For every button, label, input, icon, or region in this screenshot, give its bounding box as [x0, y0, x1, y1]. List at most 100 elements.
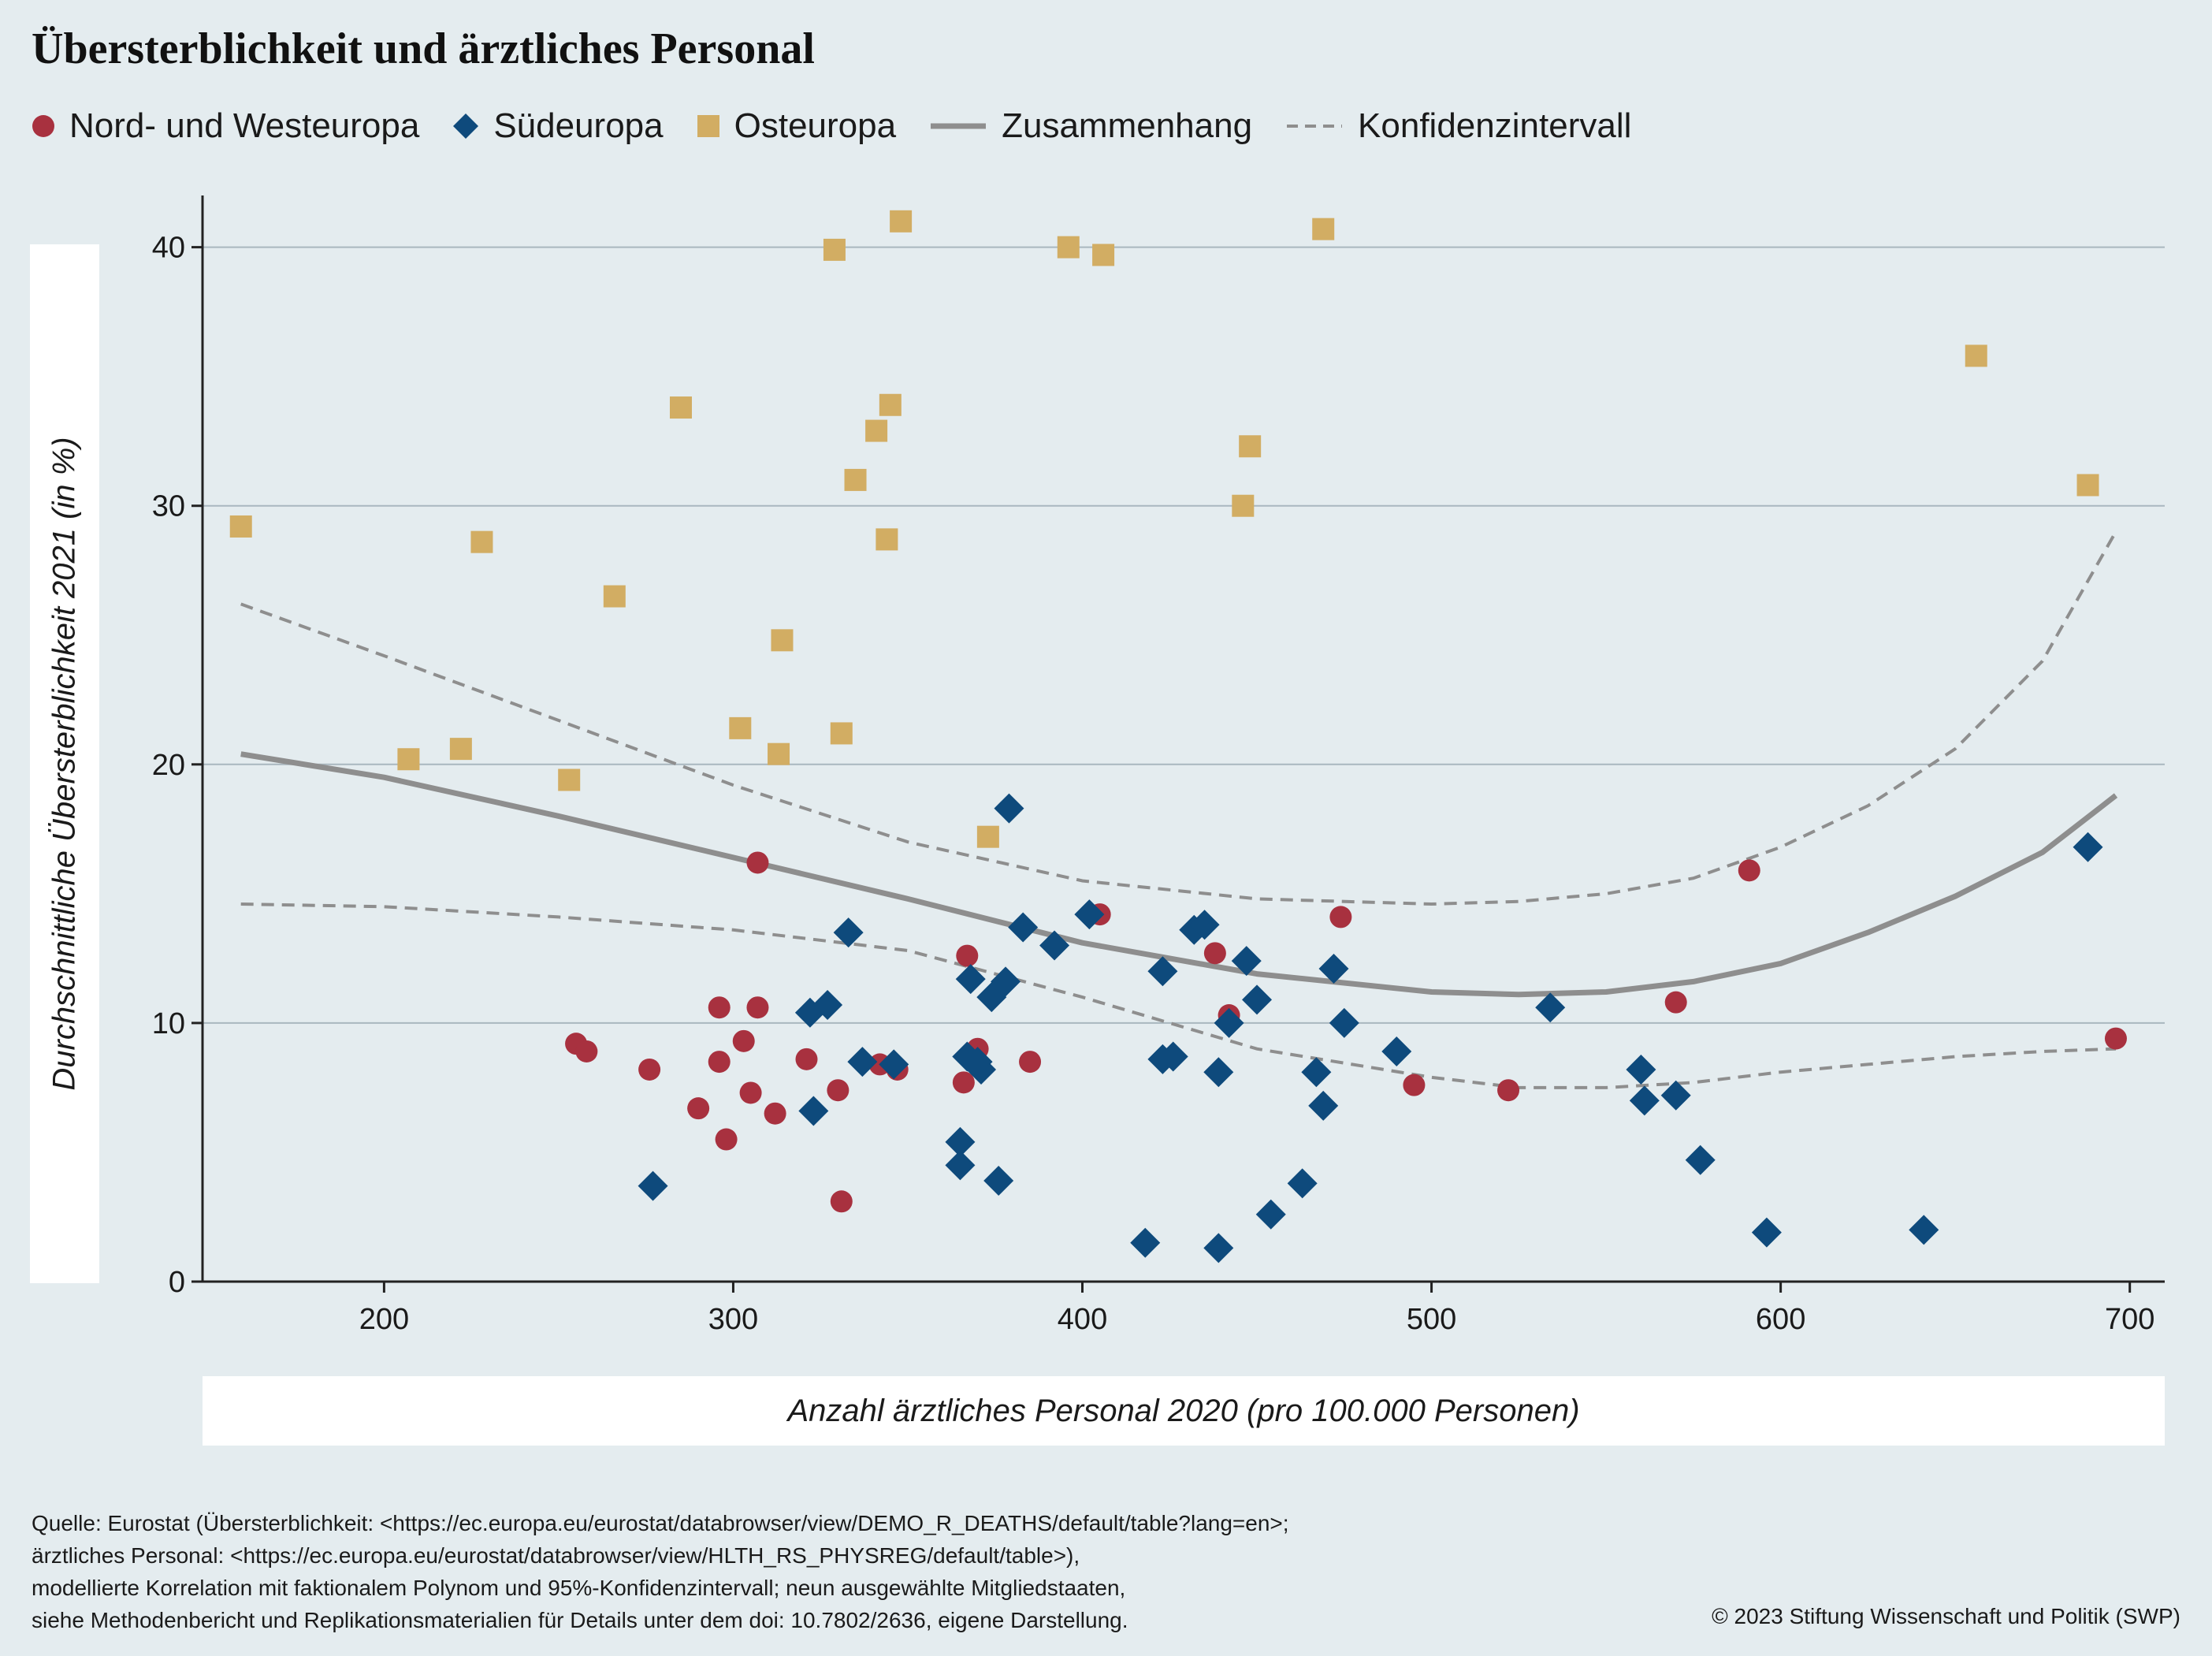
y-tick-label: 20: [152, 749, 185, 782]
legend-item-osteuropa: Osteuropa: [697, 106, 896, 146]
point-circle: [739, 1081, 762, 1104]
point-circle: [708, 996, 731, 1019]
point-circle: [746, 851, 769, 874]
point-square: [1092, 244, 1115, 266]
x-tick-label: 600: [1756, 1303, 1805, 1336]
gridlines: [203, 246, 2165, 1024]
point-diamond: [2073, 832, 2103, 862]
data-points: [229, 210, 2127, 1263]
source-line: Quelle: Eurostat (Übersterblichkeit: <ht…: [32, 1511, 1289, 1535]
point-diamond: [1203, 1233, 1234, 1263]
point-square: [1057, 236, 1080, 259]
fit-lines: [240, 530, 2118, 1089]
point-diamond: [966, 1054, 997, 1085]
point-circle: [732, 1029, 755, 1052]
point-circle: [715, 1128, 738, 1151]
legend-label: Osteuropa: [734, 106, 897, 145]
legend: Nord- und Westeuropa Südeuropa Osteuropa…: [32, 104, 1664, 148]
point-diamond: [798, 1096, 829, 1126]
point-diamond: [1147, 956, 1178, 987]
legend-item-suedeuropa: Südeuropa: [452, 106, 664, 146]
x-tick-label: 700: [2105, 1303, 2154, 1336]
point-circle: [1664, 991, 1687, 1014]
point-diamond: [991, 966, 1021, 997]
point-diamond: [1039, 930, 1070, 961]
point-square: [823, 238, 846, 261]
point-diamond: [1008, 912, 1039, 943]
point-diamond: [1255, 1199, 1286, 1230]
point-diamond: [1626, 1054, 1656, 1085]
point-square: [1232, 494, 1255, 517]
diamond-icon: [453, 114, 479, 139]
point-square: [844, 468, 867, 491]
point-square: [669, 396, 692, 419]
scatter-chart: 0 10 20 30 40 200 300 400 500 600 700: [152, 195, 2165, 1336]
x-axis-label: Anzahl ärztliches Personal 2020 (pro 100…: [787, 1393, 1580, 1428]
point-diamond: [994, 793, 1024, 824]
point-square: [1312, 218, 1335, 240]
point-diamond: [1214, 1007, 1244, 1038]
point-square: [876, 528, 898, 551]
point-square: [449, 738, 472, 761]
point-square: [2076, 474, 2099, 497]
source-line: siehe Methodenbericht und Replikationsma…: [32, 1608, 1128, 1632]
point-diamond: [955, 964, 986, 995]
legend-item-zusammenhang: Zusammenhang: [929, 106, 1252, 146]
x-tick-label: 200: [359, 1303, 409, 1336]
point-circle: [1329, 906, 1352, 928]
point-diamond: [1308, 1090, 1339, 1121]
source-line: ärztliches Personal: <https://ec.europa.…: [32, 1543, 1080, 1568]
legend-item-konfidenzintervall: Konfidenzintervall: [1285, 106, 1631, 146]
point-circle: [1019, 1051, 1042, 1074]
point-square: [397, 748, 420, 771]
copyright: © 2023 Stiftung Wissenschaft und Politik…: [1712, 1604, 2180, 1628]
point-circle: [1203, 942, 1226, 965]
point-diamond: [1301, 1057, 1332, 1088]
point-diamond: [879, 1049, 909, 1080]
point-diamond: [1660, 1080, 1691, 1111]
point-square: [879, 393, 902, 416]
point-diamond: [1751, 1217, 1782, 1248]
legend-label: Nord- und Westeuropa: [69, 106, 420, 145]
point-diamond: [1318, 954, 1349, 984]
confidence-lower-line: [240, 902, 2117, 1089]
y-tick-label: 0: [169, 1266, 185, 1299]
legend-label: Konfidenzintervall: [1358, 106, 1632, 145]
point-square: [976, 825, 999, 848]
point-circle: [827, 1079, 849, 1102]
point-diamond: [1535, 992, 1566, 1023]
circle-icon: [32, 115, 54, 137]
point-diamond: [1329, 1007, 1359, 1038]
confidence-upper-line: [240, 530, 2117, 906]
point-diamond: [1909, 1215, 1939, 1245]
x-tick-label: 400: [1058, 1303, 1107, 1336]
point-circle: [1738, 859, 1760, 882]
point-square: [768, 742, 790, 765]
point-diamond: [1158, 1041, 1188, 1072]
point-circle: [1497, 1079, 1520, 1102]
y-axis-label-box: [30, 244, 99, 1283]
point-square: [603, 585, 626, 608]
axes: [191, 195, 2165, 1293]
x-tick-label: 300: [708, 1303, 758, 1336]
point-diamond: [1381, 1036, 1412, 1066]
source-line: modellierte Korrelation mit faktionalem …: [32, 1576, 1126, 1600]
point-diamond: [833, 917, 864, 948]
point-diamond: [1130, 1227, 1161, 1258]
point-square: [830, 722, 853, 745]
solid-line-icon: [931, 123, 987, 129]
dashed-line-icon: [1287, 125, 1343, 128]
point-square: [1965, 344, 1987, 367]
point-diamond: [1074, 899, 1105, 930]
point-diamond: [1203, 1057, 1234, 1088]
point-circle: [830, 1190, 853, 1213]
point-square: [558, 768, 581, 791]
point-square: [470, 530, 493, 553]
point-square: [729, 716, 752, 739]
y-tick-label: 10: [152, 1007, 185, 1040]
point-square: [865, 419, 888, 442]
x-axis-label-box: Anzahl ärztliches Personal 2020 (pro 100…: [203, 1376, 2165, 1446]
point-diamond: [1685, 1144, 1716, 1175]
point-diamond: [983, 1166, 1014, 1196]
point-square: [771, 629, 794, 652]
